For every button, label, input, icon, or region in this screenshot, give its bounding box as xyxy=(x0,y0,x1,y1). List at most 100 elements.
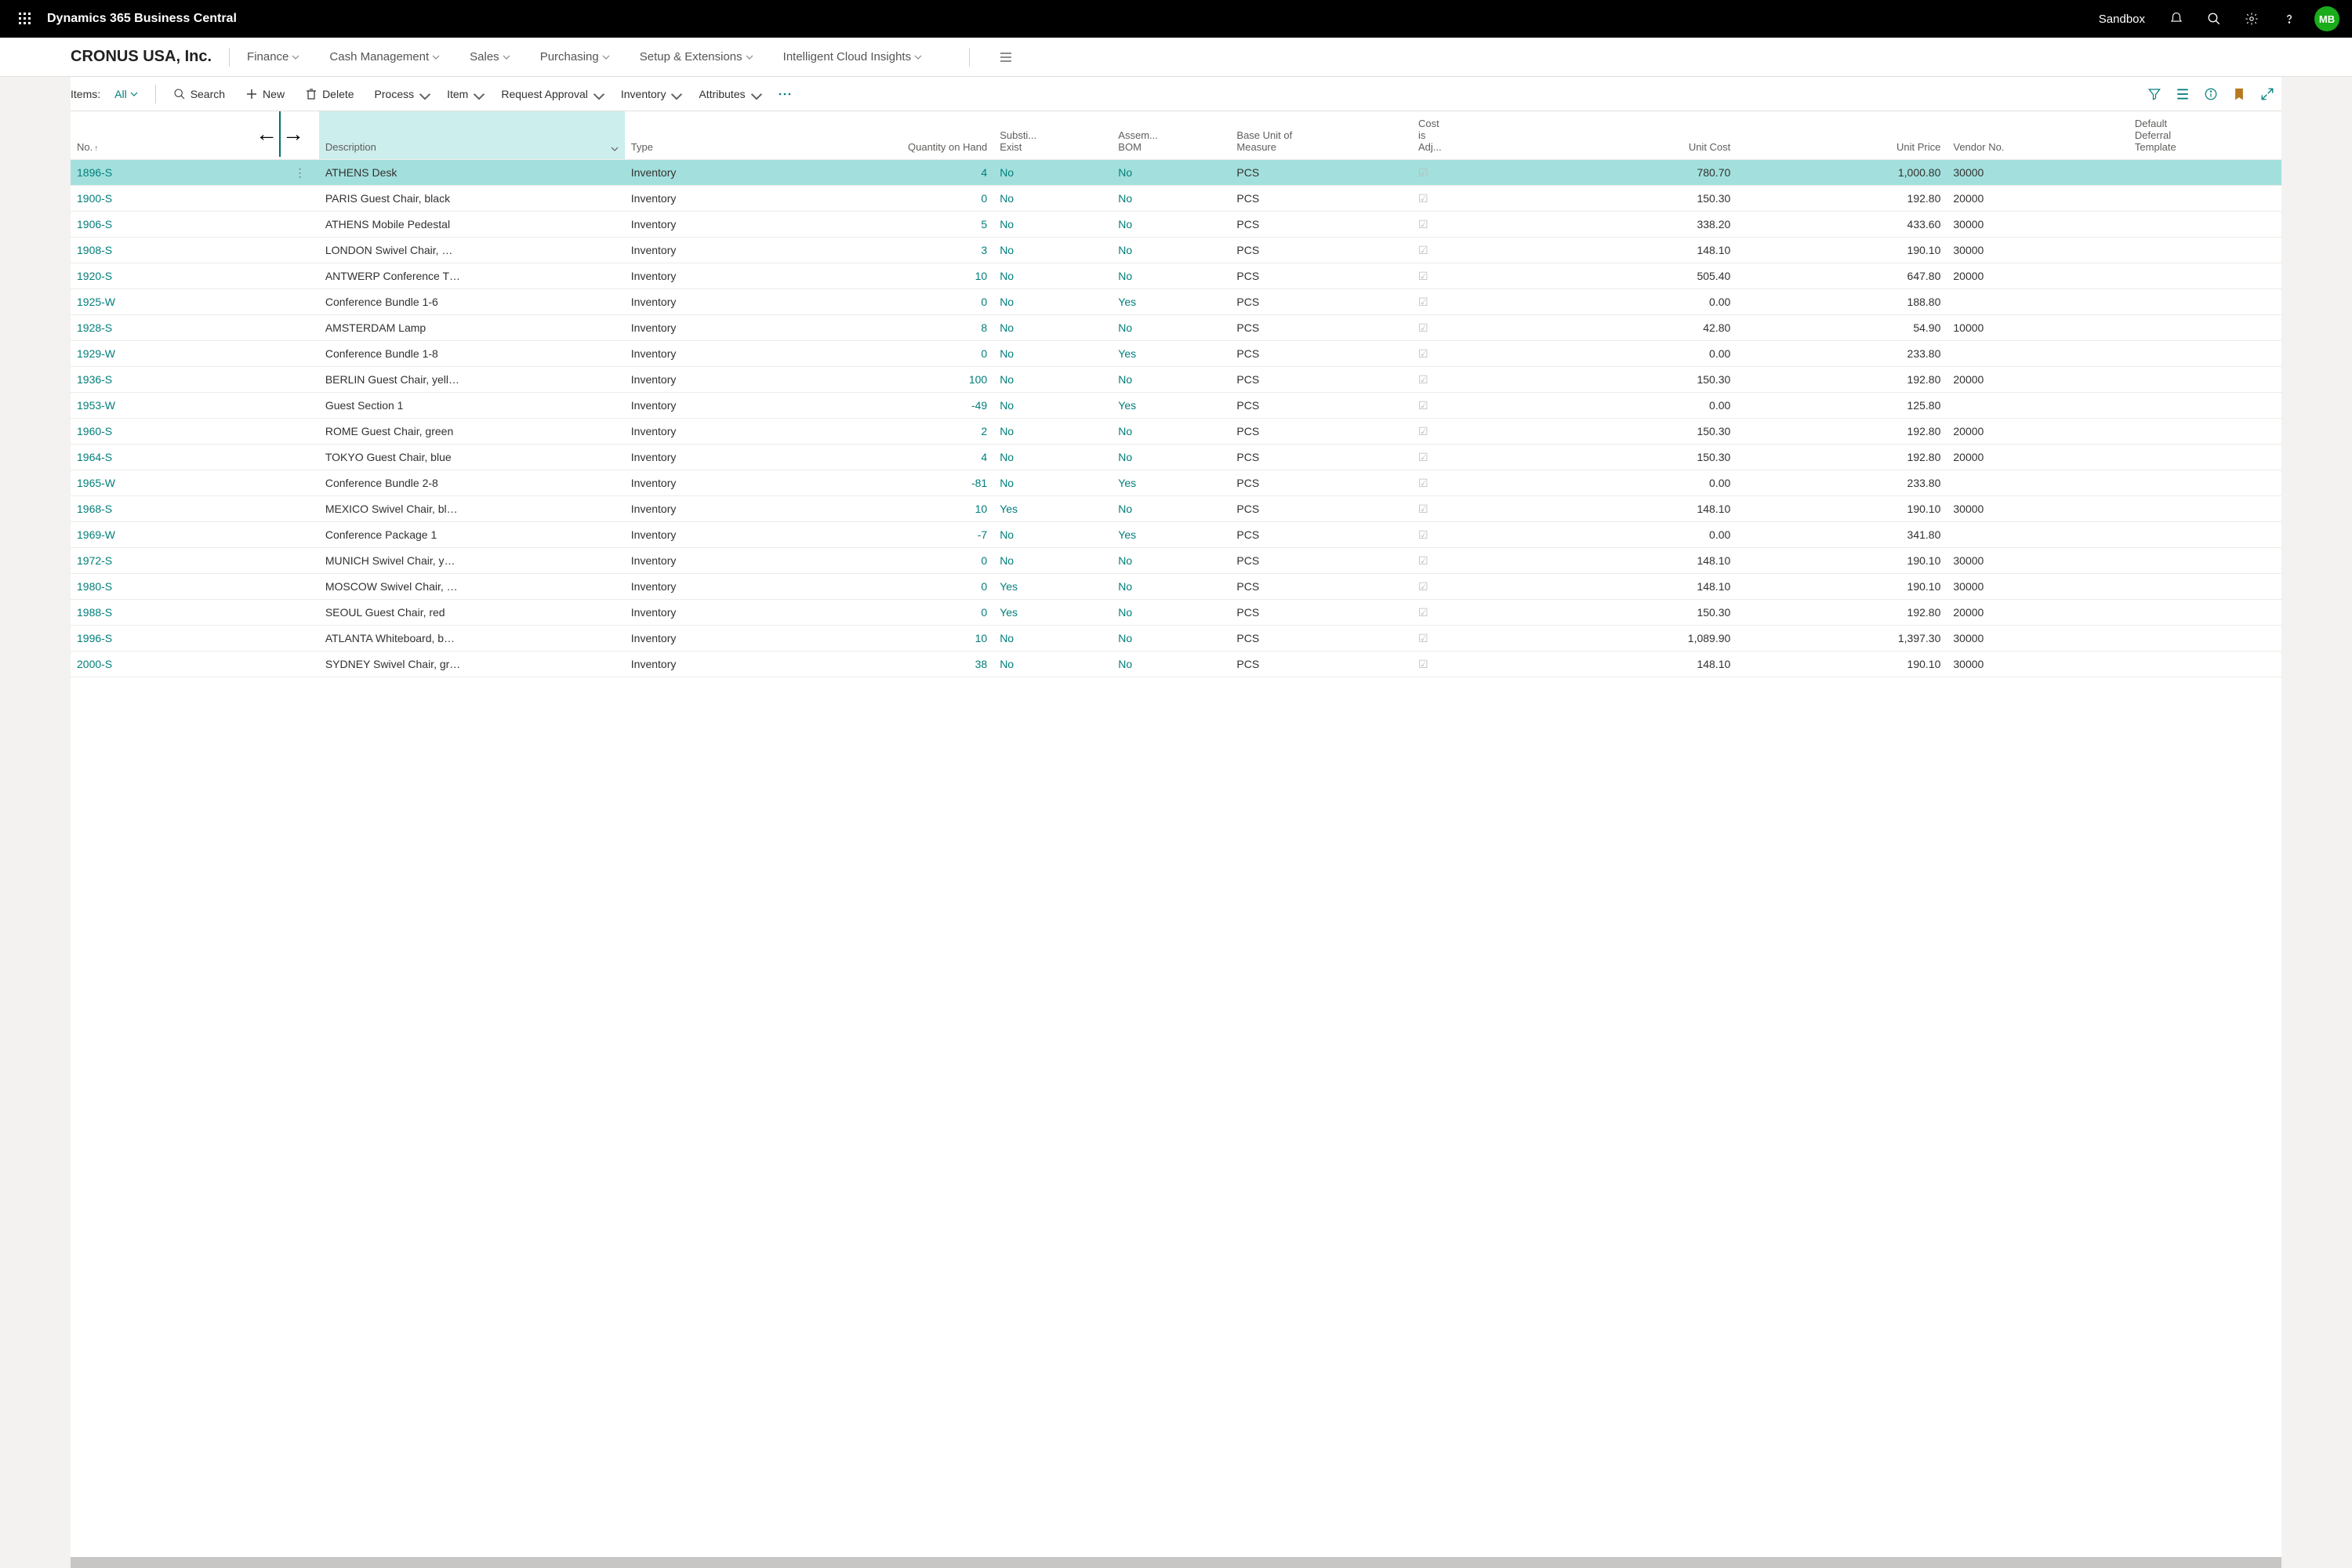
cell-assem-bom[interactable]: Yes xyxy=(1112,393,1230,419)
horizontal-scrollbar[interactable] xyxy=(71,1557,2281,1568)
cell-no[interactable]: 1906-S xyxy=(71,212,281,238)
column-header-qty[interactable]: Quantity on Hand xyxy=(793,111,993,160)
cell-qty[interactable]: -81 xyxy=(793,470,993,496)
cell-qty[interactable]: 0 xyxy=(793,548,993,574)
help-icon[interactable] xyxy=(2270,0,2308,38)
row-menu-icon[interactable] xyxy=(281,186,319,212)
cell-no[interactable]: 1928-S xyxy=(71,315,281,341)
nav-item-intelligent-cloud-insights[interactable]: Intelligent Cloud Insights xyxy=(783,50,922,64)
cell-substi-exist[interactable]: No xyxy=(993,186,1112,212)
cell-description[interactable]: BERLIN Guest Chair, yell… xyxy=(319,367,625,393)
delete-action[interactable]: Delete xyxy=(305,88,354,100)
cell-no[interactable]: 1908-S xyxy=(71,238,281,263)
cell-assem-bom[interactable]: No xyxy=(1112,600,1230,626)
table-row[interactable]: 1920-SANTWERP Conference T…Inventory10No… xyxy=(71,263,2281,289)
column-header-default-deferral[interactable]: DefaultDeferralTemplate xyxy=(2129,111,2281,160)
cell-substi-exist[interactable]: Yes xyxy=(993,496,1112,522)
cell-assem-bom[interactable]: No xyxy=(1112,315,1230,341)
cell-qty[interactable]: 5 xyxy=(793,212,993,238)
filter-icon[interactable] xyxy=(2140,80,2169,108)
settings-icon[interactable] xyxy=(2233,0,2270,38)
cell-qty[interactable]: 0 xyxy=(793,600,993,626)
table-row[interactable]: 1896-S⋮ATHENS DeskInventory4NoNoPCS☑780.… xyxy=(71,160,2281,186)
cell-substi-exist[interactable]: Yes xyxy=(993,600,1112,626)
cell-assem-bom[interactable]: No xyxy=(1112,367,1230,393)
nav-item-finance[interactable]: Finance xyxy=(247,50,299,64)
row-menu-icon[interactable] xyxy=(281,548,319,574)
row-menu-icon[interactable] xyxy=(281,212,319,238)
table-row[interactable]: 1960-SROME Guest Chair, greenInventory2N… xyxy=(71,419,2281,445)
cell-qty[interactable]: 0 xyxy=(793,186,993,212)
cell-assem-bom[interactable]: Yes xyxy=(1112,470,1230,496)
cell-no[interactable]: 1896-S xyxy=(71,160,281,186)
cell-no[interactable]: 1960-S xyxy=(71,419,281,445)
process-action[interactable]: Process xyxy=(375,88,427,100)
cell-no[interactable]: 1980-S xyxy=(71,574,281,600)
app-launcher-icon[interactable] xyxy=(6,0,44,38)
nav-item-setup-extensions[interactable]: Setup & Extensions xyxy=(640,50,753,64)
bookmark-icon[interactable] xyxy=(2225,80,2253,108)
cell-assem-bom[interactable]: No xyxy=(1112,160,1230,186)
cell-qty[interactable]: 0 xyxy=(793,289,993,315)
cell-assem-bom[interactable]: Yes xyxy=(1112,341,1230,367)
cell-assem-bom[interactable]: Yes xyxy=(1112,522,1230,548)
cell-qty[interactable]: -7 xyxy=(793,522,993,548)
cell-qty[interactable]: 0 xyxy=(793,574,993,600)
row-menu-icon[interactable]: ⋮ xyxy=(281,160,319,186)
view-selector[interactable]: All xyxy=(114,88,138,100)
table-row[interactable]: 1936-SBERLIN Guest Chair, yell…Inventory… xyxy=(71,367,2281,393)
cell-qty[interactable]: 38 xyxy=(793,652,993,677)
cell-substi-exist[interactable]: Yes xyxy=(993,574,1112,600)
cell-qty[interactable]: 4 xyxy=(793,445,993,470)
nav-item-purchasing[interactable]: Purchasing xyxy=(540,50,610,64)
table-row[interactable]: 1996-SATLANTA Whiteboard, b…Inventory10N… xyxy=(71,626,2281,652)
cell-description[interactable]: ANTWERP Conference T… xyxy=(319,263,625,289)
cell-substi-exist[interactable]: No xyxy=(993,212,1112,238)
table-row[interactable]: 1965-WConference Bundle 2-8Inventory-81N… xyxy=(71,470,2281,496)
cell-assem-bom[interactable]: No xyxy=(1112,574,1230,600)
cell-no[interactable]: 1925-W xyxy=(71,289,281,315)
cell-qty[interactable]: 100 xyxy=(793,367,993,393)
cell-no[interactable]: 1965-W xyxy=(71,470,281,496)
row-menu-icon[interactable] xyxy=(281,341,319,367)
row-menu-icon[interactable] xyxy=(281,470,319,496)
column-header-unit-price[interactable]: Unit Price xyxy=(1737,111,1947,160)
cell-no[interactable]: 1988-S xyxy=(71,600,281,626)
cell-substi-exist[interactable]: No xyxy=(993,315,1112,341)
cell-description[interactable]: ATLANTA Whiteboard, b… xyxy=(319,626,625,652)
cell-description[interactable]: Conference Bundle 2-8 xyxy=(319,470,625,496)
cell-no[interactable]: 1996-S xyxy=(71,626,281,652)
table-row[interactable]: 1988-SSEOUL Guest Chair, redInventory0Ye… xyxy=(71,600,2281,626)
cell-description[interactable]: LONDON Swivel Chair, … xyxy=(319,238,625,263)
cell-substi-exist[interactable]: No xyxy=(993,238,1112,263)
cell-substi-exist[interactable]: No xyxy=(993,263,1112,289)
user-avatar[interactable]: MB xyxy=(2314,6,2339,31)
cell-assem-bom[interactable]: No xyxy=(1112,212,1230,238)
cell-substi-exist[interactable]: No xyxy=(993,522,1112,548)
row-menu-icon[interactable] xyxy=(281,522,319,548)
notifications-icon[interactable] xyxy=(2158,0,2195,38)
cell-no[interactable]: 1936-S xyxy=(71,367,281,393)
cell-description[interactable]: PARIS Guest Chair, black xyxy=(319,186,625,212)
cell-qty[interactable]: 10 xyxy=(793,496,993,522)
cell-assem-bom[interactable]: No xyxy=(1112,548,1230,574)
more-menu-icon[interactable] xyxy=(987,38,1025,76)
list-view-icon[interactable] xyxy=(2169,80,2197,108)
cell-description[interactable]: SEOUL Guest Chair, red xyxy=(319,600,625,626)
info-icon[interactable] xyxy=(2197,80,2225,108)
cell-assem-bom[interactable]: No xyxy=(1112,419,1230,445)
row-menu-icon[interactable] xyxy=(281,238,319,263)
cell-description[interactable]: MUNICH Swivel Chair, y… xyxy=(319,548,625,574)
cell-qty[interactable]: 3 xyxy=(793,238,993,263)
cell-assem-bom[interactable]: No xyxy=(1112,496,1230,522)
cell-description[interactable]: ROME Guest Chair, green xyxy=(319,419,625,445)
cell-description[interactable]: MOSCOW Swivel Chair, … xyxy=(319,574,625,600)
table-row[interactable]: 1906-SATHENS Mobile PedestalInventory5No… xyxy=(71,212,2281,238)
cell-no[interactable]: 1953-W xyxy=(71,393,281,419)
cell-substi-exist[interactable]: No xyxy=(993,548,1112,574)
column-header-cost-adj[interactable]: CostisAdj... xyxy=(1412,111,1508,160)
row-menu-icon[interactable] xyxy=(281,263,319,289)
row-menu-icon[interactable] xyxy=(281,600,319,626)
row-menu-icon[interactable] xyxy=(281,289,319,315)
table-row[interactable]: 1972-SMUNICH Swivel Chair, y…Inventory0N… xyxy=(71,548,2281,574)
